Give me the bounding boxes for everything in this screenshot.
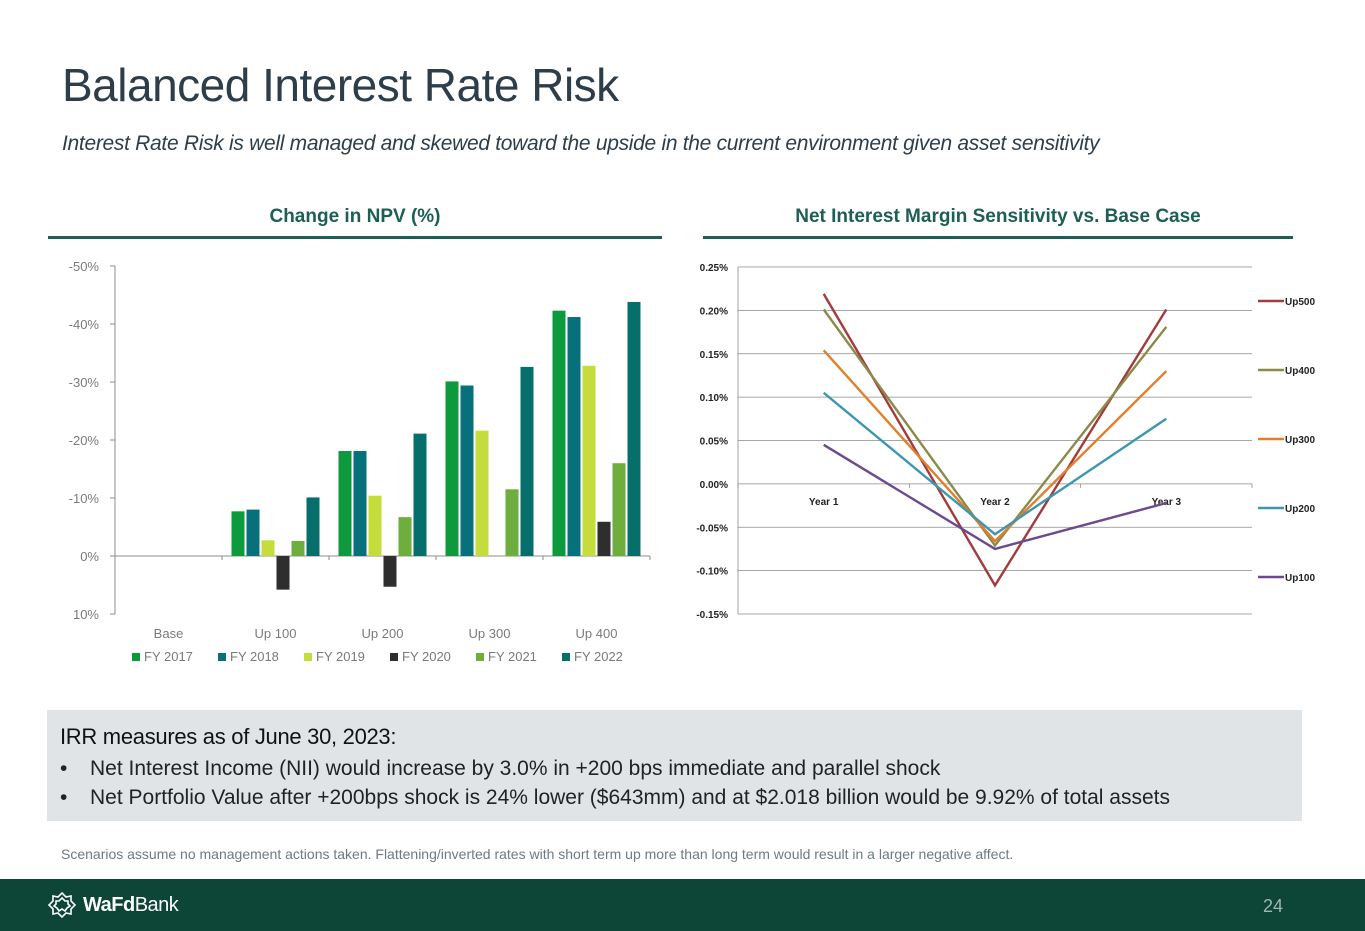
y-tick-label: -0.05% xyxy=(696,523,728,534)
bar xyxy=(383,556,397,587)
legend-label: FY 2021 xyxy=(488,649,537,664)
bar xyxy=(353,451,367,556)
bar xyxy=(338,451,352,556)
bullet-icon: • xyxy=(60,757,68,780)
legend-swatch xyxy=(390,653,398,661)
x-tick-label: Up 100 xyxy=(255,626,297,641)
legend-label: FY 2017 xyxy=(144,649,193,664)
bar xyxy=(460,385,474,556)
series-line xyxy=(822,308,1168,548)
y-tick-label: -20% xyxy=(69,433,100,448)
y-tick-label: 0.10% xyxy=(700,393,728,404)
y-tick-label: 0.15% xyxy=(700,350,728,361)
x-tick-label: Up 400 xyxy=(576,626,618,641)
x-tick-label: Up 300 xyxy=(469,626,511,641)
bar xyxy=(552,310,566,556)
series-line xyxy=(822,391,1167,536)
logo-regular-text: Bank xyxy=(134,893,179,916)
bar xyxy=(261,540,275,556)
bar xyxy=(231,511,245,556)
footnote: Scenarios assume no management actions t… xyxy=(61,846,1014,862)
bullet-text: Net Portfolio Value after +200bps shock … xyxy=(90,786,1170,809)
bar xyxy=(398,517,412,556)
x-tick-label: Year 1 xyxy=(809,497,839,508)
bar xyxy=(582,365,596,556)
legend-label: Up400 xyxy=(1285,366,1315,377)
wafd-logo: WaFdBank xyxy=(47,891,179,919)
nim-chart-rule xyxy=(703,236,1293,239)
bar xyxy=(597,521,611,556)
legend-label: FY 2020 xyxy=(402,649,451,664)
bar xyxy=(475,430,489,556)
npv-chart-rule xyxy=(48,236,662,239)
series-line xyxy=(822,349,1168,543)
bar xyxy=(520,366,534,556)
bar xyxy=(368,495,382,556)
y-tick-label: 0.05% xyxy=(700,437,728,448)
x-tick-label: Year 3 xyxy=(1152,497,1182,508)
y-tick-label: -0.15% xyxy=(696,610,728,621)
irr-measures-heading: IRR measures as of June 30, 2023: xyxy=(60,724,397,749)
y-tick-label: 10% xyxy=(73,607,99,622)
y-tick-label: -40% xyxy=(69,317,100,332)
legend-label: Up300 xyxy=(1285,435,1315,446)
slide-subtitle: Interest Rate Risk is well managed and s… xyxy=(62,132,1100,155)
series-line xyxy=(823,443,1167,551)
y-tick-label: -30% xyxy=(69,375,100,390)
bar xyxy=(306,497,320,556)
y-tick-label: -0.10% xyxy=(696,567,728,578)
irr-measures-list: • Net Interest Income (NII) would increas… xyxy=(60,754,1170,812)
x-tick-label: Base xyxy=(154,626,184,641)
bar xyxy=(567,317,581,556)
logo-bold-text: WaFd xyxy=(83,893,135,916)
bullet-icon: • xyxy=(60,786,68,809)
legend-label: Up500 xyxy=(1285,297,1315,308)
slide-title: Balanced Interest Rate Risk xyxy=(62,59,619,111)
list-item: • Net Portfolio Value after +200bps shock… xyxy=(60,783,1170,812)
y-tick-label: 0.00% xyxy=(700,480,728,491)
bullet-text: Net Interest Income (NII) would increase… xyxy=(90,757,941,780)
legend-label: FY 2018 xyxy=(230,649,279,664)
bar xyxy=(276,556,290,590)
legend-label: FY 2022 xyxy=(574,649,623,664)
wafd-logo-icon xyxy=(47,891,77,919)
legend-swatch xyxy=(476,653,484,661)
list-item: • Net Interest Income (NII) would increas… xyxy=(60,754,1170,783)
x-tick-label: Up 200 xyxy=(362,626,404,641)
bar xyxy=(413,433,427,556)
irr-measures-box: IRR measures as of June 30, 2023: • Net I… xyxy=(47,710,1302,821)
y-tick-label: 0.20% xyxy=(700,306,728,317)
y-tick-label: -10% xyxy=(69,491,100,506)
bar xyxy=(627,301,641,556)
legend-label: FY 2019 xyxy=(316,649,365,664)
bar xyxy=(505,489,519,556)
legend-swatch xyxy=(562,653,570,661)
bar xyxy=(291,540,305,556)
npv-bar-chart: -50% -40% -30% -20% -10% 0% 10% Base Up 100 Up 20… xyxy=(69,259,651,664)
y-tick-label: -50% xyxy=(69,259,100,274)
bar xyxy=(445,381,459,556)
bar xyxy=(246,509,260,556)
y-tick-label: 0% xyxy=(80,549,99,564)
legend-label: Up100 xyxy=(1285,573,1315,584)
npv-chart-title: Change in NPV (%) xyxy=(269,206,441,227)
legend-swatch xyxy=(132,653,140,661)
legend-swatch xyxy=(218,653,226,661)
x-tick-label: Year 2 xyxy=(980,497,1010,508)
nim-chart-title: Net Interest Margin Sensitivity vs. Base… xyxy=(795,206,1201,227)
nim-line-chart: 0.25% 0.20% 0.15% 0.10% 0.05% 0.00% -0.05% -0.1… xyxy=(696,263,1315,621)
page-number: 24 xyxy=(1262,896,1283,916)
bar xyxy=(612,463,626,556)
legend-swatch xyxy=(304,653,312,661)
footer-bar: WaFdBank 24 xyxy=(0,879,1365,931)
legend-label: Up200 xyxy=(1285,504,1315,515)
y-tick-label: 0.25% xyxy=(700,263,728,274)
